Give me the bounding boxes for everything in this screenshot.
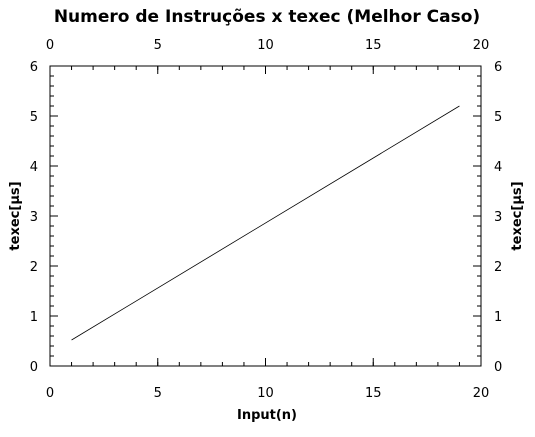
series-layer <box>71 105 460 341</box>
x-axis-label: Input(n) <box>237 408 297 423</box>
y-axis-label-right: texec[µs] <box>510 181 525 250</box>
y-tick-label: 3 <box>30 210 38 225</box>
y-tick-label-right: 5 <box>494 110 502 125</box>
x-tick-label-top: 15 <box>365 38 382 53</box>
x-tick-label: 20 <box>473 386 490 401</box>
y-tick-label-right: 3 <box>494 210 502 225</box>
x-tick-label: 0 <box>46 386 54 401</box>
x-tick-label: 15 <box>365 386 382 401</box>
y-tick-label-right: 0 <box>494 360 502 375</box>
y-tick-label: 0 <box>30 360 38 375</box>
x-tick-label-top: 10 <box>257 38 274 53</box>
x-tick-label-top: 0 <box>46 38 54 53</box>
plot-frame <box>49 65 482 367</box>
y-tick-label: 5 <box>30 110 38 125</box>
y-axis-label-left: texec[µs] <box>8 181 23 250</box>
series-line-0 <box>71 105 460 341</box>
y-tick-label: 6 <box>30 60 38 75</box>
y-tick-label: 1 <box>30 310 38 325</box>
y-tick-label: 2 <box>30 260 38 275</box>
y-tick-label-right: 2 <box>494 260 502 275</box>
y-tick-label-right: 6 <box>494 60 502 75</box>
x-tick-label: 5 <box>154 386 162 401</box>
ticks-layer <box>49 65 482 367</box>
y-tick-label: 4 <box>30 160 38 175</box>
y-tick-label-right: 4 <box>494 160 502 175</box>
x-tick-label-top: 20 <box>473 38 490 53</box>
x-tick-label-top: 5 <box>154 38 162 53</box>
x-tick-label: 10 <box>257 386 274 401</box>
chart-title: Numero de Instruções x texec (Melhor Cas… <box>54 7 480 27</box>
y-tick-label-right: 1 <box>494 310 502 325</box>
